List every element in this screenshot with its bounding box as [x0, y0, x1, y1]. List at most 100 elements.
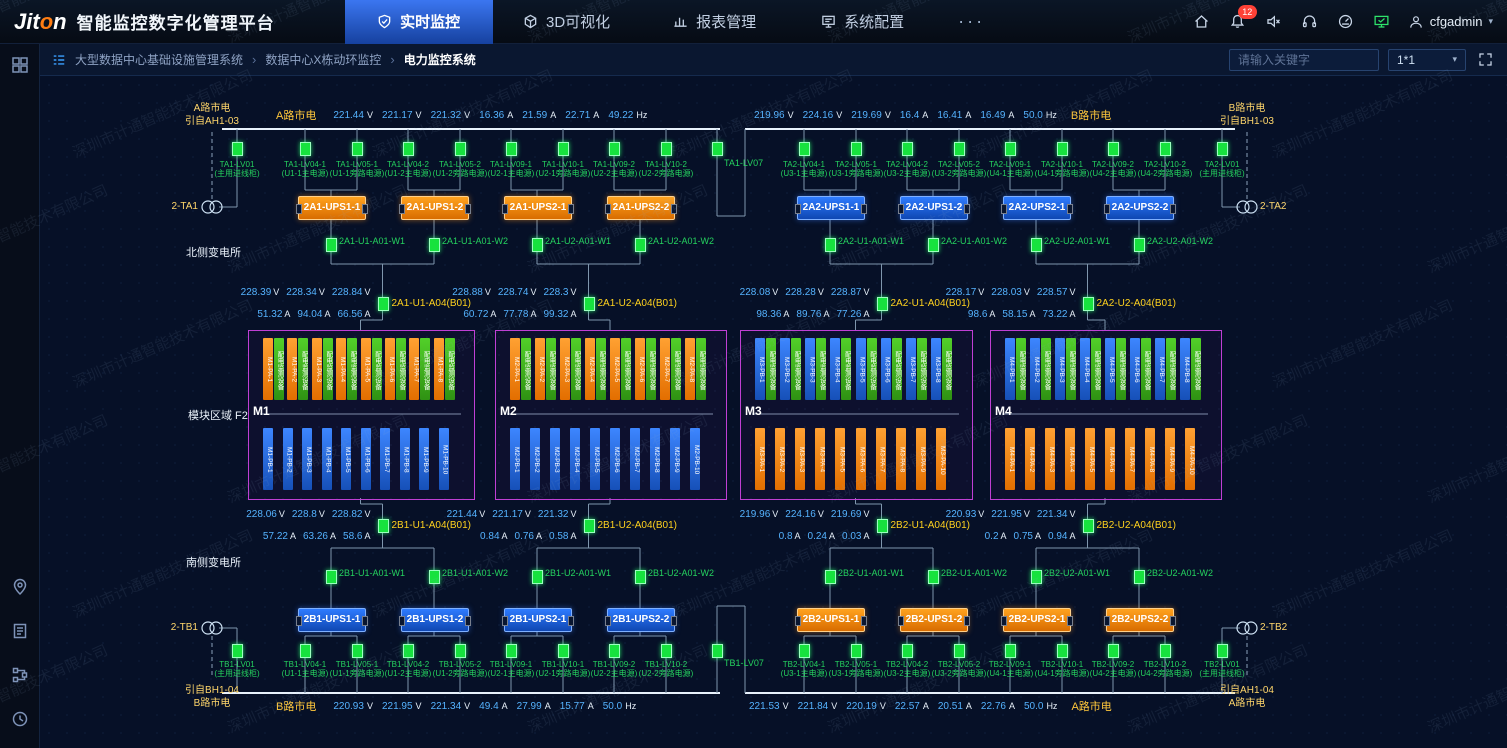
module-device-bar[interactable]: M3-PB-6 — [880, 338, 891, 400]
module-device-bar[interactable]: M3-PA-5 — [835, 428, 846, 490]
module-device-bar[interactable]: M1-PA-3 — [311, 338, 322, 400]
tab-3d-visualization[interactable]: 3D可视化 — [493, 0, 641, 44]
dashboard-grid-icon[interactable] — [11, 56, 29, 74]
module-monitor-bar[interactable]: 配电监测设备 — [1141, 338, 1151, 400]
module-device-bar[interactable]: M2-PB-5 — [590, 428, 600, 490]
module-device-bar[interactable]: M4-PA-4 — [1065, 428, 1075, 490]
module-device-bar[interactable]: M4-PA-2 — [1025, 428, 1035, 490]
breaker-box[interactable] — [928, 238, 939, 252]
module-device-bar[interactable]: M4-PA-9 — [1165, 428, 1175, 490]
module-monitor-bar[interactable]: 配电监测设备 — [816, 338, 827, 400]
module-device-bar[interactable]: M1-PA-6 — [384, 338, 395, 400]
module-monitor-bar[interactable]: 配电监测设备 — [646, 338, 656, 400]
module-monitor-bar[interactable]: 配电监测设备 — [621, 338, 631, 400]
module-device-bar[interactable]: M4-PB-8 — [1180, 338, 1190, 400]
module-device-bar[interactable]: M4-PB-2 — [1030, 338, 1040, 400]
module-device-bar[interactable]: M2-PB-7 — [630, 428, 640, 490]
screen-status-icon[interactable] — [1372, 12, 1392, 32]
breaker-box[interactable] — [1057, 644, 1068, 658]
module-device-bar[interactable]: M1-PB-5 — [341, 428, 351, 490]
breaker-box[interactable] — [825, 570, 836, 584]
ups-box[interactable]: 2A1-UPS1-2 — [399, 196, 471, 220]
module-device-bar[interactable]: M2-PB-3 — [550, 428, 560, 490]
breaker-box[interactable] — [1134, 238, 1145, 252]
module-monitor-bar[interactable]: 配电监测设备 — [1041, 338, 1051, 400]
module-monitor-bar[interactable]: 配电监测设备 — [1066, 338, 1076, 400]
breaker-box[interactable] — [799, 142, 810, 156]
module-device-bar[interactable]: M3-PA-6 — [855, 428, 866, 490]
module-device-bar[interactable]: M1-PB-2 — [282, 428, 293, 490]
breaker-box[interactable] — [232, 644, 243, 658]
meter-breaker-box[interactable] — [876, 519, 888, 533]
breaker-box[interactable] — [928, 570, 939, 584]
breadcrumb-item-2[interactable]: 数据中心X栋动环监控 — [265, 53, 382, 67]
breaker-box[interactable] — [352, 142, 363, 156]
module-monitor-bar[interactable]: 配电监测设备 — [1191, 338, 1201, 400]
breaker-box[interactable] — [558, 644, 569, 658]
module-monitor-bar[interactable]: 配电监测设备 — [298, 338, 309, 400]
breaker-box[interactable] — [300, 142, 311, 156]
module-device-bar[interactable]: M4-PA-8 — [1145, 428, 1155, 490]
module-device-bar[interactable]: M2-PA-5 — [610, 338, 620, 400]
module-device-bar[interactable]: M2-PA-7 — [660, 338, 670, 400]
list-icon[interactable] — [52, 53, 66, 67]
module-monitor-bar[interactable]: 配电监测设备 — [841, 338, 852, 400]
module-device-bar[interactable]: M3-PA-9 — [915, 428, 926, 490]
history-clock-icon[interactable] — [11, 710, 29, 728]
module-device-bar[interactable]: M4-PB-3 — [1055, 338, 1065, 400]
meter-breaker-box[interactable] — [377, 519, 389, 533]
module-monitor-bar[interactable]: 配电监测设备 — [444, 338, 455, 400]
breaker-box[interactable] — [1160, 142, 1171, 156]
breaker-box[interactable] — [954, 644, 965, 658]
module-monitor-bar[interactable]: 配电监测设备 — [1116, 338, 1126, 400]
meter-breaker-box[interactable] — [876, 297, 888, 311]
ups-box[interactable]: 2A1-UPS2-1 — [502, 196, 574, 220]
module-device-bar[interactable]: M4-PA-6 — [1105, 428, 1115, 490]
breaker-box[interactable] — [799, 644, 810, 658]
breaker-box[interactable] — [825, 238, 836, 252]
module-device-bar[interactable]: M1-PB-7 — [380, 428, 390, 490]
search-input[interactable] — [1229, 48, 1379, 71]
module-device-bar[interactable]: M2-PB-8 — [650, 428, 660, 490]
breaker-box[interactable] — [851, 142, 862, 156]
module-monitor-bar[interactable]: 配电监测设备 — [420, 338, 431, 400]
breaker-box[interactable] — [661, 142, 672, 156]
breaker-box[interactable] — [1108, 644, 1119, 658]
module-device-bar[interactable]: M1-PB-1 — [263, 428, 273, 490]
module-device-bar[interactable]: M3-PA-1 — [755, 428, 765, 490]
module-device-bar[interactable]: M3-PA-10 — [935, 428, 946, 490]
module-device-bar[interactable]: M1-PB-3 — [302, 428, 312, 490]
ups-box[interactable]: 2A2-UPS2-1 — [1001, 196, 1073, 220]
module-device-bar[interactable]: M1-PA-7 — [409, 338, 420, 400]
module-device-bar[interactable]: M2-PB-4 — [570, 428, 580, 490]
module-device-bar[interactable]: M4-PB-6 — [1130, 338, 1140, 400]
alarm-bell-icon[interactable]: 12 — [1228, 4, 1257, 32]
module-device-bar[interactable]: M3-PA-8 — [895, 428, 906, 490]
breaker-box[interactable] — [1160, 644, 1171, 658]
module-device-bar[interactable]: M2-PB-10 — [690, 428, 700, 490]
app-logo[interactable]: Jit o n — [14, 9, 67, 35]
breaker-box[interactable] — [532, 570, 543, 584]
tab-system-config[interactable]: 系统配置 — [789, 0, 937, 44]
breaker-box[interactable] — [326, 238, 337, 252]
module-device-bar[interactable]: M3-PB-1 — [755, 338, 765, 400]
breaker-box[interactable] — [429, 570, 440, 584]
module-device-bar[interactable]: M3-PB-7 — [905, 338, 916, 400]
headset-icon[interactable] — [1300, 12, 1320, 32]
module-monitor-bar[interactable]: 配电监测设备 — [866, 338, 877, 400]
breaker-box[interactable] — [232, 142, 243, 156]
module-device-bar[interactable]: M2-PB-2 — [530, 428, 540, 490]
module-monitor-bar[interactable]: 配电监测设备 — [521, 338, 531, 400]
module-device-bar[interactable]: M4-PA-7 — [1125, 428, 1135, 490]
breaker-box[interactable] — [902, 644, 913, 658]
meter-breaker-box[interactable] — [1082, 297, 1094, 311]
breaker-box[interactable] — [902, 142, 913, 156]
ups-box[interactable]: 2A2-UPS1-2 — [898, 196, 970, 220]
ups-box[interactable]: 2B1-UPS1-1 — [296, 608, 368, 632]
module-monitor-bar[interactable]: 配电监测设备 — [347, 338, 358, 400]
module-device-bar[interactable]: M3-PA-3 — [795, 428, 806, 490]
module-device-bar[interactable]: M1-PB-6 — [360, 428, 371, 490]
module-device-bar[interactable]: M4-PB-7 — [1155, 338, 1165, 400]
home-icon[interactable] — [1192, 12, 1212, 32]
module-device-bar[interactable]: M2-PA-4 — [585, 338, 595, 400]
